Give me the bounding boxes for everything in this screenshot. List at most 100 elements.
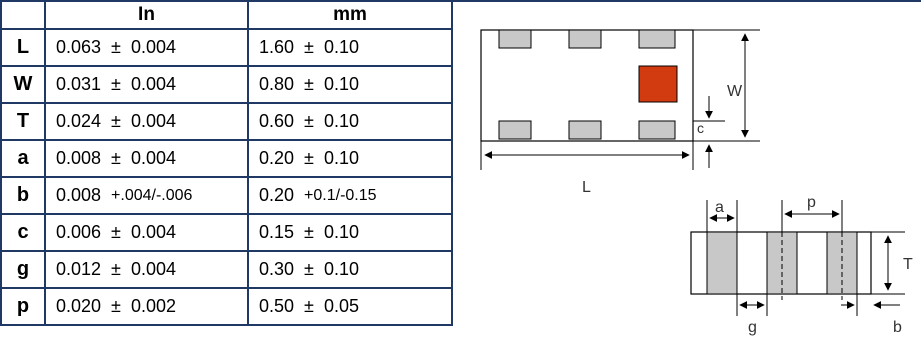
plus-minus: ± xyxy=(304,296,314,316)
terminal-pad xyxy=(568,120,602,140)
plus-minus: ± xyxy=(111,37,121,57)
table-row: W 0.031 ± 0.004 0.80 ± 0.10 xyxy=(0,65,453,104)
b-label: b xyxy=(893,319,902,336)
in-tolerance: 0.002 xyxy=(130,296,176,316)
w-label: W xyxy=(727,83,743,100)
terminal-pad xyxy=(638,120,676,140)
in-cell: 0.024 ± 0.004 xyxy=(44,102,249,141)
terminal-pad xyxy=(498,29,532,49)
plus-minus: ± xyxy=(111,259,121,279)
plus-minus: ± xyxy=(111,148,121,168)
mm-nominal: 0.15 xyxy=(259,222,295,242)
mm-cell: 1.60 ± 0.10 xyxy=(247,28,453,67)
in-nominal: 0.024 xyxy=(56,111,102,131)
in-cell: 0.020 ± 0.002 xyxy=(44,287,249,326)
in-tolerance: 0.004 xyxy=(130,222,176,242)
in-nominal: 0.008 xyxy=(56,185,102,205)
mm-tolerance: 0.10 xyxy=(323,222,359,242)
dimension-diagram: W c L a p T g xyxy=(480,29,913,336)
table-row: c 0.006 ± 0.004 0.15 ± 0.10 xyxy=(0,213,453,252)
mm-nominal: 1.60 xyxy=(259,37,295,57)
in-nominal: 0.006 xyxy=(56,222,102,242)
plus-minus: ± xyxy=(111,222,121,242)
in-nominal: 0.031 xyxy=(56,74,102,94)
in-nominal: 0.063 xyxy=(56,37,102,57)
param-cell: W xyxy=(0,65,46,104)
in-cell: 0.008 +.004/-.006 xyxy=(44,176,249,215)
header-mm: mm xyxy=(247,0,453,30)
mm-cell: 0.50 ± 0.05 xyxy=(247,287,453,326)
terminal-pad xyxy=(498,120,532,140)
mm-tolerance: +0.1/-0.15 xyxy=(304,186,377,204)
terminal-pad xyxy=(568,29,602,49)
in-tolerance: 0.004 xyxy=(130,74,176,94)
param-cell: g xyxy=(0,250,46,289)
plus-minus: ± xyxy=(304,222,314,242)
table-row: L 0.063 ± 0.004 1.60 ± 0.10 xyxy=(0,28,453,67)
param-cell: a xyxy=(0,139,46,178)
mm-nominal: 0.80 xyxy=(259,74,295,94)
in-cell: 0.012 ± 0.004 xyxy=(44,250,249,289)
plus-minus: ± xyxy=(304,74,314,94)
mm-nominal: 0.20 xyxy=(259,185,295,205)
param-cell: p xyxy=(0,287,46,326)
table-header-row: In mm xyxy=(0,0,453,30)
in-tolerance: 0.004 xyxy=(130,111,176,131)
param-cell: c xyxy=(0,213,46,252)
dimensions-table: In mm L 0.063 ± 0.004 1.60 ± 0.10 W 0.03… xyxy=(0,0,453,326)
plus-minus: ± xyxy=(304,111,314,131)
mm-tolerance: 0.10 xyxy=(323,37,359,57)
plus-minus: ± xyxy=(111,111,121,131)
param-cell: T xyxy=(0,102,46,141)
plus-minus: ± xyxy=(304,37,314,57)
in-tolerance: 0.004 xyxy=(130,148,176,168)
in-cell: 0.006 ± 0.004 xyxy=(44,213,249,252)
side-terminal xyxy=(706,231,738,295)
table-row: g 0.012 ± 0.004 0.30 ± 0.10 xyxy=(0,250,453,289)
plus-minus: ± xyxy=(111,296,121,316)
plus-minus: ± xyxy=(111,74,121,94)
mm-cell: 0.60 ± 0.10 xyxy=(247,102,453,141)
table-row: T 0.024 ± 0.004 0.60 ± 0.10 xyxy=(0,102,453,141)
a-label: a xyxy=(715,199,724,216)
pin1-marker xyxy=(638,65,678,103)
in-tolerance: 0.004 xyxy=(130,37,176,57)
mm-tolerance: 0.05 xyxy=(323,296,359,316)
table-row: a 0.008 ± 0.004 0.20 ± 0.10 xyxy=(0,139,453,178)
in-cell: 0.063 ± 0.004 xyxy=(44,28,249,67)
mm-cell: 0.15 ± 0.10 xyxy=(247,213,453,252)
mm-nominal: 0.60 xyxy=(259,111,295,131)
param-cell: b xyxy=(0,176,46,215)
mm-cell: 0.80 ± 0.10 xyxy=(247,65,453,104)
l-label: L xyxy=(582,179,591,196)
header-in: In xyxy=(44,0,249,30)
mm-tolerance: 0.10 xyxy=(323,259,359,279)
in-tolerance: 0.004 xyxy=(130,259,176,279)
mm-tolerance: 0.10 xyxy=(323,111,359,131)
table-row: p 0.020 ± 0.002 0.50 ± 0.05 xyxy=(0,287,453,326)
p-label: p xyxy=(807,194,816,211)
mm-nominal: 0.50 xyxy=(259,296,295,316)
mm-nominal: 0.30 xyxy=(259,259,295,279)
c-label: c xyxy=(697,120,704,136)
mm-tolerance: 0.10 xyxy=(323,74,359,94)
in-tolerance: +.004/-.006 xyxy=(111,186,193,204)
header-param xyxy=(0,0,46,30)
in-cell: 0.008 ± 0.004 xyxy=(44,139,249,178)
table-row: b 0.008 +.004/-.006 0.20 +0.1/-0.15 xyxy=(0,176,453,215)
top-border xyxy=(0,0,921,2)
mm-tolerance: 0.10 xyxy=(323,148,359,168)
t-label: T xyxy=(903,256,913,273)
in-nominal: 0.012 xyxy=(56,259,102,279)
mm-cell: 0.20 ± 0.10 xyxy=(247,139,453,178)
mm-cell: 0.20 +0.1/-0.15 xyxy=(247,176,453,215)
terminal-pad xyxy=(638,29,676,49)
plus-minus: ± xyxy=(304,148,314,168)
mm-cell: 0.30 ± 0.10 xyxy=(247,250,453,289)
in-nominal: 0.020 xyxy=(56,296,102,316)
component-drawing: W c L a p T g xyxy=(455,0,921,341)
in-nominal: 0.008 xyxy=(56,148,102,168)
g-label: g xyxy=(748,319,757,336)
in-cell: 0.031 ± 0.004 xyxy=(44,65,249,104)
mm-nominal: 0.20 xyxy=(259,148,295,168)
